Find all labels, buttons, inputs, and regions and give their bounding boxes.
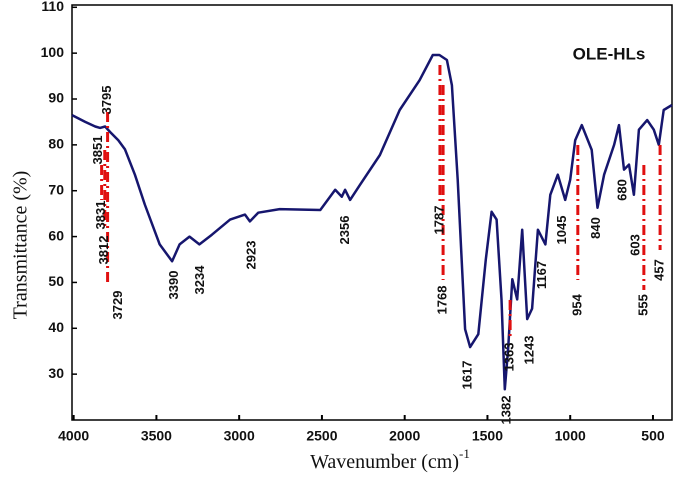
x-axis-title: Wavenumber (cm)-1 (310, 446, 470, 473)
peak-label: 555 (635, 294, 650, 316)
y-tick-label: 40 (48, 319, 64, 335)
plot-frame (71, 4, 673, 421)
peak-label: 3851 (90, 136, 105, 165)
chart-title: OLE-HLs (573, 44, 646, 63)
peak-label: 1617 (460, 361, 475, 390)
y-tick-label: 70 (48, 181, 64, 197)
peak-label: 3390 (166, 271, 181, 300)
peak-label: 1243 (521, 336, 536, 365)
x-tick-label: 500 (641, 428, 665, 444)
y-tick-label: 50 (48, 273, 64, 289)
x-axis-title-text: Wavenumber (cm) (310, 451, 459, 473)
peak-label: 1768 (435, 286, 450, 315)
y-tick-label: 100 (41, 44, 65, 60)
x-tick-label: 2000 (389, 428, 420, 444)
x-tick-label: 1500 (472, 428, 503, 444)
peak-label: 1382 (498, 396, 513, 425)
peak-label: 2923 (243, 241, 258, 270)
peak-label: 2356 (337, 216, 352, 245)
peak-label: 1167 (534, 261, 549, 289)
y-axis-title: Transmittance (%) (10, 171, 32, 320)
spectrum-line (71, 53, 673, 391)
peak-label: 1787 (431, 206, 446, 235)
x-tick-label: 3500 (141, 428, 172, 444)
peak-label: 3795 (99, 86, 114, 115)
x-axis-title-sup: -1 (459, 446, 470, 461)
peak-label: 840 (588, 217, 603, 239)
y-tick-label: 60 (48, 227, 64, 243)
peak-label: 603 (627, 234, 642, 256)
peak-label: 954 (569, 293, 584, 315)
x-tick-label: 3000 (224, 428, 255, 444)
x-tick-label: 2500 (306, 428, 337, 444)
peak-label: 457 (652, 259, 667, 281)
peak-label: 3234 (192, 265, 207, 295)
y-tick-label: 90 (48, 90, 64, 106)
x-tick-label: 1000 (555, 428, 586, 444)
peak-label: 1045 (554, 216, 569, 245)
y-tick-label: 110 (41, 0, 64, 14)
peak-label: 1363 (502, 343, 517, 372)
y-tick-label: 30 (48, 365, 64, 381)
peak-label: 3729 (110, 291, 125, 320)
peak-label: 3831 (93, 201, 108, 230)
x-tick-label: 4000 (58, 428, 89, 444)
peak-label: 3812 (96, 236, 111, 265)
y-tick-label: 80 (48, 136, 64, 152)
title-box (553, 40, 665, 70)
peak-label: 680 (615, 179, 630, 201)
